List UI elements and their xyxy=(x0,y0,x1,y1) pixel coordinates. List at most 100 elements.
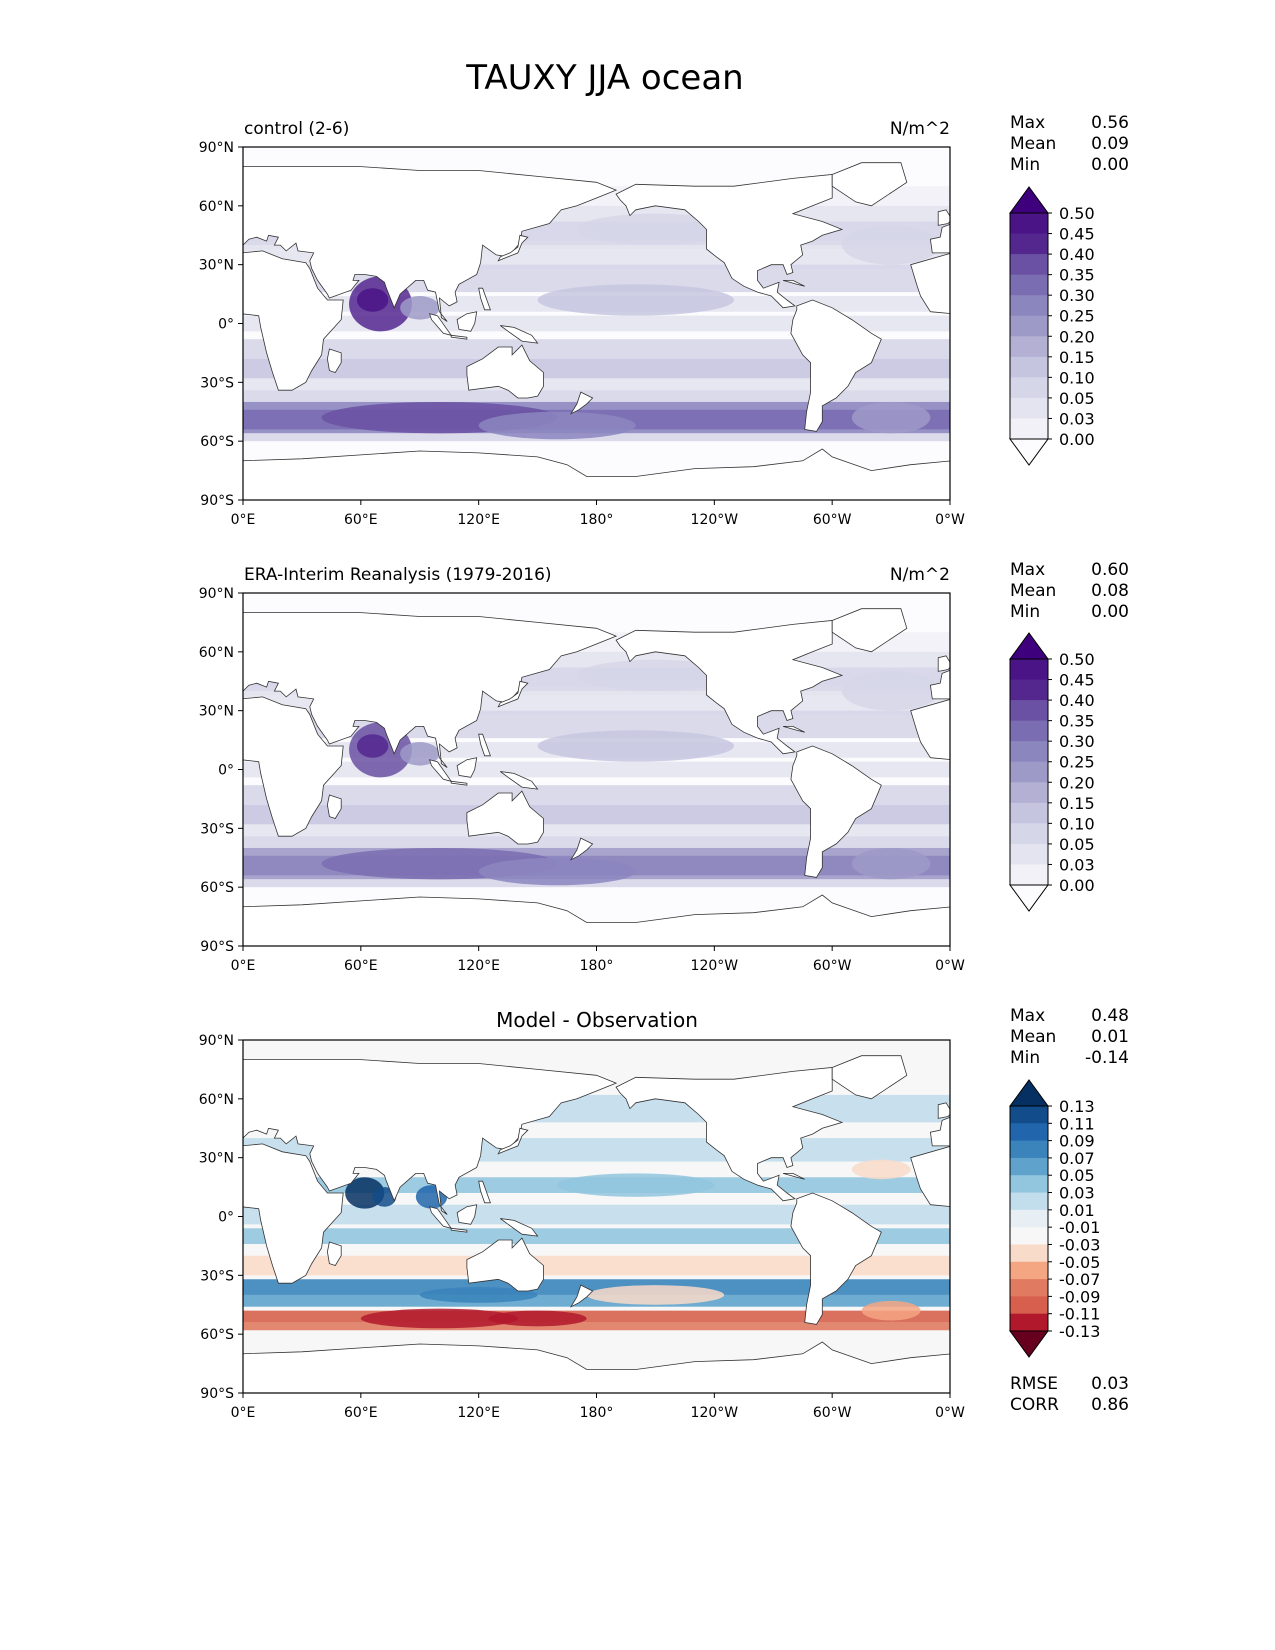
landmass-africa-w xyxy=(910,1146,950,1207)
landmass-cuba xyxy=(782,279,805,287)
landmass-new-zealand xyxy=(569,1284,594,1308)
colorbar-extend-top xyxy=(1009,186,1049,214)
lon-axis: 0°E 60°E 120°E 180° 120°W 60°W 0°W xyxy=(231,946,965,974)
stat-label: Min xyxy=(1010,1048,1040,1068)
landmass-eurasia xyxy=(243,1059,618,1215)
panel-test: control (2-6) N/m^2 90°N 60°N 30°N 0° 30°S 60… xyxy=(199,113,1129,528)
stat-label: Mean xyxy=(1010,581,1056,601)
stats-block: Max 0.60 Mean 0.08 Min 0.00 xyxy=(1010,560,1129,622)
lat-tick-label: 90°N xyxy=(199,1033,234,1049)
colorbar-tick-label: 0.15 xyxy=(1059,348,1095,367)
colorbar: 0.130.110.090.070.050.030.01-0.01-0.03-0… xyxy=(1009,1079,1100,1358)
lat-tick-label: 30°S xyxy=(200,821,234,837)
colorbar-tick-label: 0.50 xyxy=(1059,204,1095,223)
stat-value: 0.60 xyxy=(1091,560,1129,580)
lon-tick-label: 60°E xyxy=(344,1405,378,1421)
lat-tick-label: 0° xyxy=(218,763,234,779)
landmass-sumatra xyxy=(428,759,453,782)
colorbar-tick-label: -0.09 xyxy=(1059,1287,1100,1306)
panel-left-title: control (2-6) xyxy=(244,119,349,139)
colorbar-extend-top xyxy=(1009,1079,1049,1107)
landmass-borneo xyxy=(456,757,478,778)
stat-label: Max xyxy=(1010,1006,1045,1026)
stat-label: Max xyxy=(1010,560,1045,580)
stats-block: Max 0.56 Mean 0.09 Min 0.00 xyxy=(1010,113,1129,175)
field-band xyxy=(243,836,950,848)
landmass-borneo xyxy=(456,1204,478,1225)
landmass-antarctica xyxy=(243,894,950,946)
colorbar-segment xyxy=(1010,1106,1048,1124)
colorbar-tick-label: -0.05 xyxy=(1059,1253,1100,1272)
landmass-java xyxy=(450,334,468,340)
lon-tick-label: 120°E xyxy=(457,1405,500,1421)
lat-axis: 90°N 60°N 30°N 0° 30°S 60°S 90°S xyxy=(199,140,243,509)
colorbar-tick-label: 0.13 xyxy=(1059,1097,1095,1116)
field-band xyxy=(243,1255,950,1276)
lat-axis: 90°N 60°N 30°N 0° 30°S 60°S 90°S xyxy=(199,1033,243,1402)
field-cell xyxy=(537,284,734,316)
lat-tick-label: 30°N xyxy=(199,258,234,274)
colorbar-segment xyxy=(1010,659,1048,681)
landmass-japan xyxy=(497,1127,529,1155)
colorbar-frame xyxy=(1009,212,1049,440)
colorbar-tick-label: -0.11 xyxy=(1059,1305,1100,1324)
colorbar-tick-label: 0.03 xyxy=(1059,855,1095,874)
lat-tick-label: 0° xyxy=(218,317,234,333)
panel-units: N/m^2 xyxy=(890,565,950,585)
field-cell xyxy=(576,659,734,692)
colorbar: 0.50 0.450.40 0.350.30 0.250.20 0.150.10 0.05… xyxy=(1009,632,1095,912)
landmass-sumatra xyxy=(428,1206,453,1229)
colorbar-segment xyxy=(1010,295,1048,317)
colorbar-segment xyxy=(1010,843,1048,865)
colorbar-extend-bottom xyxy=(1009,438,1049,466)
field-cell xyxy=(360,1308,518,1329)
field-band xyxy=(243,390,950,402)
lon-tick-label: 0°E xyxy=(231,512,256,528)
landmass-africa xyxy=(243,1143,344,1284)
lon-tick-label: 180° xyxy=(580,1405,614,1421)
colorbar-tick-label: 0.07 xyxy=(1059,1149,1095,1168)
colorbar-segment xyxy=(1010,1244,1048,1263)
colorbar-tick-label: 0.11 xyxy=(1059,1114,1095,1133)
field-band xyxy=(243,1228,950,1244)
landmass-japan xyxy=(497,234,529,262)
landmass-antarctica xyxy=(243,448,950,500)
map-field xyxy=(243,593,950,946)
lon-tick-label: 0°W xyxy=(935,512,965,528)
landmass-madagascar xyxy=(326,348,342,373)
colorbar-segment xyxy=(1010,233,1048,255)
field-cell xyxy=(841,671,941,711)
landmass-australia xyxy=(466,344,544,399)
landmass-n-america xyxy=(615,620,844,755)
lon-tick-label: 60°W xyxy=(813,512,852,528)
landmass-new-guinea xyxy=(500,325,539,344)
field-cell xyxy=(356,734,389,758)
stat-label: Mean xyxy=(1010,134,1056,154)
colorbar-tick-label: 0.15 xyxy=(1059,794,1095,813)
landmass-africa xyxy=(243,696,344,837)
lat-tick-label: 90°N xyxy=(199,586,234,602)
landmass-japan xyxy=(497,680,529,708)
colorbar-segment xyxy=(1010,1227,1048,1245)
landmass-new-guinea xyxy=(500,1218,539,1237)
colorbar-tick-label: 0.10 xyxy=(1059,368,1095,387)
landmass-uk xyxy=(937,655,950,672)
colorbar-segment xyxy=(1010,679,1048,701)
field-cell xyxy=(488,1310,587,1327)
colorbar-tick-label: 0.05 xyxy=(1059,835,1095,854)
lon-tick-label: 120°W xyxy=(691,958,739,974)
lon-tick-label: 120°E xyxy=(457,512,500,528)
colorbar-segment xyxy=(1010,336,1048,358)
colorbar-tick-label: 0.01 xyxy=(1059,1201,1095,1220)
colorbar-segment xyxy=(1010,274,1048,296)
colorbar-segment xyxy=(1010,823,1048,845)
stat-label: Max xyxy=(1010,113,1045,133)
colorbar-tick-label: 0.25 xyxy=(1059,753,1095,772)
lon-tick-label: 60°E xyxy=(344,512,378,528)
colorbar-tick-label: 0.45 xyxy=(1059,671,1095,690)
lat-tick-label: 90°S xyxy=(200,1386,234,1402)
lon-tick-label: 60°W xyxy=(813,958,852,974)
landmass-europe-w xyxy=(929,1116,950,1147)
lon-tick-label: 120°E xyxy=(457,958,500,974)
